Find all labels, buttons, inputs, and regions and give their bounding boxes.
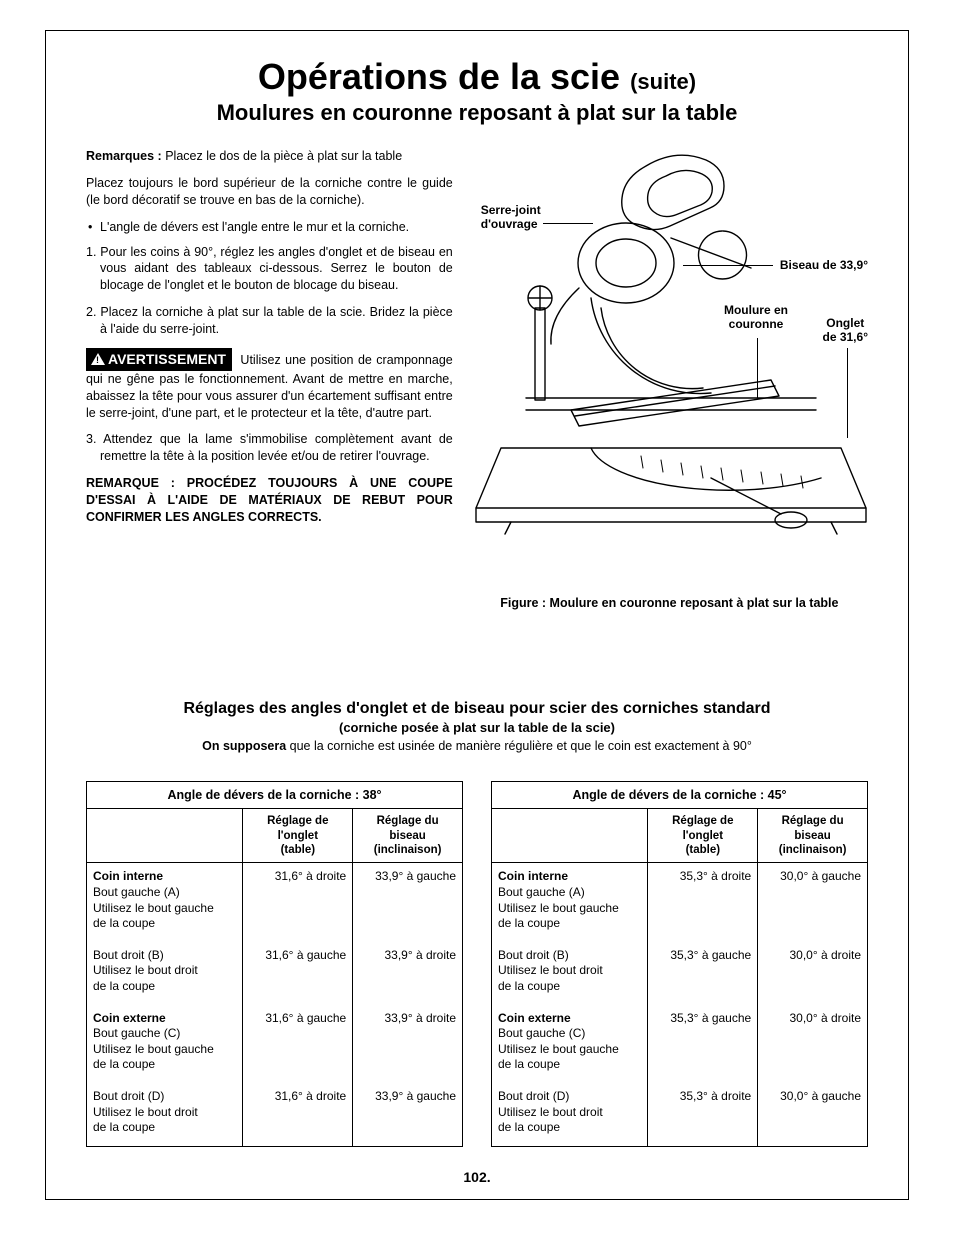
row-label: Bout droit (D) Utilisez le bout droit de… bbox=[87, 1083, 243, 1146]
remarques-text: Placez le dos de la pièce à plat sur la … bbox=[162, 149, 402, 163]
text-column: Remarques : Placez le dos de la pièce à … bbox=[86, 148, 453, 610]
cell-biseau: 33,9° à droite bbox=[353, 942, 463, 1005]
cell-biseau: 30,0° à gauche bbox=[758, 863, 868, 942]
note-rest: que la corniche est usinée de manière ré… bbox=[286, 739, 752, 753]
cell-onglet: 35,3° à gauche bbox=[648, 1005, 758, 1083]
table-header-onglet: Réglage de l'onglet (table) bbox=[648, 809, 758, 863]
row-label: Coin externeBout gauche (C) Utilisez le … bbox=[87, 1005, 243, 1083]
row-label: Coin interneBout gauche (A) Utilisez le … bbox=[492, 863, 648, 942]
table-header-blank bbox=[87, 809, 243, 863]
cell-biseau: 33,9° à gauche bbox=[353, 863, 463, 942]
table-row: Bout droit (D) Utilisez le bout droit de… bbox=[492, 1083, 868, 1146]
angle-table-38: Angle de dévers de la corniche : 38° Rég… bbox=[86, 781, 463, 1147]
page-subtitle: Moulures en couronne reposant à plat sur… bbox=[86, 100, 868, 126]
page-border: Opérations de la scie (suite) Moulures e… bbox=[45, 30, 909, 1200]
title-main: Opérations de la scie bbox=[258, 56, 620, 97]
figure-column: Serre-joint d'ouvrage Biseau de 33,9° Mo… bbox=[471, 148, 868, 610]
cell-onglet: 31,6° à droite bbox=[243, 1083, 353, 1146]
bullet-1: L'angle de dévers est l'angle entre le m… bbox=[86, 219, 453, 236]
table-caption: Angle de dévers de la corniche : 45° bbox=[492, 782, 868, 809]
cell-onglet: 31,6° à gauche bbox=[243, 942, 353, 1005]
warning-badge: AVERTISSEMENT bbox=[86, 348, 232, 371]
cell-onglet: 35,3° à droite bbox=[648, 1083, 758, 1146]
table-row: Coin interneBout gauche (A) Utilisez le … bbox=[492, 863, 868, 942]
table-header-biseau: Réglage du biseau (inclinaison) bbox=[758, 809, 868, 863]
remarques: Remarques : Placez le dos de la pièce à … bbox=[86, 148, 453, 165]
page-number: 102. bbox=[46, 1169, 908, 1185]
table-row: Coin externeBout gauche (C) Utilisez le … bbox=[492, 1005, 868, 1083]
step-1: 1. Pour les coins à 90°, réglez les angl… bbox=[86, 244, 453, 295]
row-label: Bout droit (D) Utilisez le bout droit de… bbox=[492, 1083, 648, 1146]
table-header-onglet: Réglage de l'onglet (table) bbox=[243, 809, 353, 863]
cell-biseau: 33,9° à droite bbox=[353, 1005, 463, 1083]
table-header-blank bbox=[492, 809, 648, 863]
title-suite: (suite) bbox=[630, 69, 696, 94]
cell-biseau: 30,0° à gauche bbox=[758, 1083, 868, 1146]
remarques-label: Remarques : bbox=[86, 149, 162, 163]
content-columns: Remarques : Placez le dos de la pièce à … bbox=[86, 148, 868, 610]
row-label: Coin externeBout gauche (C) Utilisez le … bbox=[492, 1005, 648, 1083]
step-2: 2. Placez la corniche à plat sur la tabl… bbox=[86, 304, 453, 338]
table-row: Bout droit (D) Utilisez le bout droit de… bbox=[87, 1083, 463, 1146]
row-label: Coin interneBout gauche (A) Utilisez le … bbox=[87, 863, 243, 942]
table-caption: Angle de dévers de la corniche : 38° bbox=[87, 782, 463, 809]
table-row: Coin externeBout gauche (C) Utilisez le … bbox=[87, 1005, 463, 1083]
table-header-biseau: Réglage du biseau (inclinaison) bbox=[353, 809, 463, 863]
intro-para1: Placez toujours le bord supérieur de la … bbox=[86, 175, 453, 209]
angle-section-note: On supposera que la corniche est usinée … bbox=[86, 739, 868, 753]
figure-caption: Figure : Moulure en couronne reposant à … bbox=[471, 596, 868, 610]
table-row: Coin interneBout gauche (A) Utilisez le … bbox=[87, 863, 463, 942]
warning-label: AVERTISSEMENT bbox=[108, 351, 226, 367]
table-row: Bout droit (B) Utilisez le bout droit de… bbox=[492, 942, 868, 1005]
angle-table-45: Angle de dévers de la corniche : 45° Rég… bbox=[491, 781, 868, 1147]
page-title: Opérations de la scie (suite) bbox=[86, 56, 868, 98]
step-3: 3. Attendez que la lame s'immobilise com… bbox=[86, 431, 453, 465]
angle-section-sub: (corniche posée à plat sur la table de l… bbox=[86, 720, 868, 735]
cell-onglet: 35,3° à droite bbox=[648, 863, 758, 942]
cell-biseau: 30,0° à droite bbox=[758, 942, 868, 1005]
tables-row: Angle de dévers de la corniche : 38° Rég… bbox=[86, 781, 868, 1147]
warning-triangle-icon bbox=[91, 353, 105, 365]
angle-section-heading: Réglages des angles d'onglet et de bisea… bbox=[86, 700, 868, 718]
cell-onglet: 31,6° à gauche bbox=[243, 1005, 353, 1083]
miter-saw-illustration bbox=[471, 148, 871, 568]
row-label: Bout droit (B) Utilisez le bout droit de… bbox=[87, 942, 243, 1005]
cell-onglet: 35,3° à gauche bbox=[648, 942, 758, 1005]
warning-block: AVERTISSEMENT Utilisez une position de c… bbox=[86, 348, 453, 422]
cell-biseau: 33,9° à gauche bbox=[353, 1083, 463, 1146]
cell-biseau: 30,0° à droite bbox=[758, 1005, 868, 1083]
page: Opérations de la scie (suite) Moulures e… bbox=[0, 0, 954, 1235]
table-row: Bout droit (B) Utilisez le bout droit de… bbox=[87, 942, 463, 1005]
figure-wrap: Serre-joint d'ouvrage Biseau de 33,9° Mo… bbox=[471, 148, 868, 588]
note-bold: On supposera bbox=[202, 739, 286, 753]
cell-onglet: 31,6° à droite bbox=[243, 863, 353, 942]
final-note: REMARQUE : PROCÉDEZ TOUJOURS À UNE COUPE… bbox=[86, 475, 453, 526]
row-label: Bout droit (B) Utilisez le bout droit de… bbox=[492, 942, 648, 1005]
